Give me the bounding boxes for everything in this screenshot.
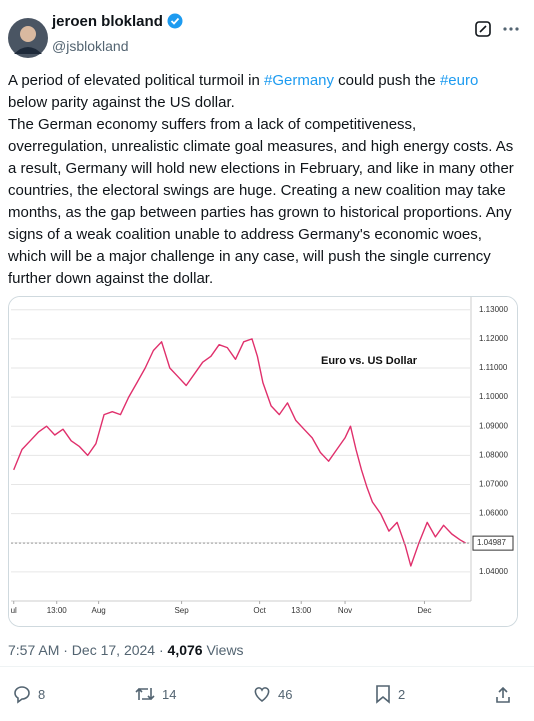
x-tick-label: ul: [11, 606, 17, 615]
divider: [0, 666, 534, 667]
hashtag[interactable]: #euro: [439, 72, 479, 89]
y-tick-label: 1.07000: [479, 480, 508, 489]
repost-count: 14: [162, 686, 177, 702]
like-button[interactable]: 46: [252, 684, 292, 704]
hashtag[interactable]: #Germany: [263, 72, 335, 89]
avatar[interactable]: [8, 18, 48, 58]
x-tick-label: Sep: [174, 606, 189, 615]
text: could push the: [334, 72, 440, 89]
y-tick-label: 1.04000: [479, 567, 508, 576]
reply-icon: [14, 686, 30, 704]
bookmark-icon: [376, 685, 390, 704]
like-count: 46: [278, 686, 293, 702]
author-name[interactable]: jeroen blokland: [52, 13, 183, 30]
author-name-text[interactable]: jeroen blokland: [52, 13, 163, 30]
views-label: Views: [202, 642, 244, 658]
y-tick-label: 1.08000: [479, 450, 508, 459]
y-tick-label: 1.12000: [479, 334, 508, 343]
author-handle[interactable]: @jsblokland: [52, 38, 129, 54]
tweet-meta: 7:57 AM · Dec 17, 2024 · 4,076 Views: [8, 642, 244, 658]
chart: Euro vs. US Dollar 1.040001.050001.06000…: [9, 297, 517, 626]
more-icon[interactable]: [502, 20, 520, 38]
grok-icon[interactable]: [474, 20, 492, 38]
reply-button[interactable]: 8: [12, 684, 45, 704]
y-tick-label: 1.11000: [479, 363, 508, 372]
x-tick-label: Oct: [253, 606, 266, 615]
timestamp[interactable]: 7:57 AM · Dec 17, 2024 ·: [8, 642, 168, 658]
repost-icon: [135, 687, 155, 701]
verified-badge: [167, 13, 183, 29]
paragraph: The German economy suffers from a lack o…: [8, 116, 514, 287]
paragraph: A period of elevated political turmoil i…: [8, 70, 518, 114]
y-tick-label: 1.10000: [479, 392, 508, 401]
x-tick-label: Nov: [338, 606, 352, 615]
bookmark-button[interactable]: 2: [374, 684, 405, 704]
view-count: 4,076: [167, 642, 203, 658]
reply-count: 8: [38, 686, 46, 702]
current-price-label: 1.04987: [477, 538, 506, 547]
y-tick-label: 1.06000: [479, 509, 508, 518]
chart-image[interactable]: Euro vs. US Dollar 1.040001.050001.06000…: [8, 296, 518, 627]
current-price-box: [472, 535, 514, 551]
chart-bg: [9, 297, 517, 626]
y-tick-label: 1.13000: [479, 305, 508, 314]
share-icon[interactable]: [494, 686, 512, 704]
text: below parity against the US dollar.: [8, 94, 235, 111]
like-icon: [254, 687, 270, 703]
x-tick-label: Dec: [417, 606, 431, 615]
x-tick-label: Aug: [92, 606, 106, 615]
chart-title: Euro vs. US Dollar: [321, 355, 418, 367]
x-tick-label: 13:00: [291, 606, 312, 615]
bookmark-count: 2: [398, 686, 406, 702]
price-line: [13, 338, 466, 567]
x-tick-label: 13:00: [47, 606, 68, 615]
text: A period of elevated political turmoil i…: [8, 72, 264, 89]
y-tick-label: 1.09000: [479, 421, 508, 430]
repost-button[interactable]: 14: [134, 684, 176, 704]
tweet-text: A period of elevated political turmoil i…: [8, 70, 518, 290]
